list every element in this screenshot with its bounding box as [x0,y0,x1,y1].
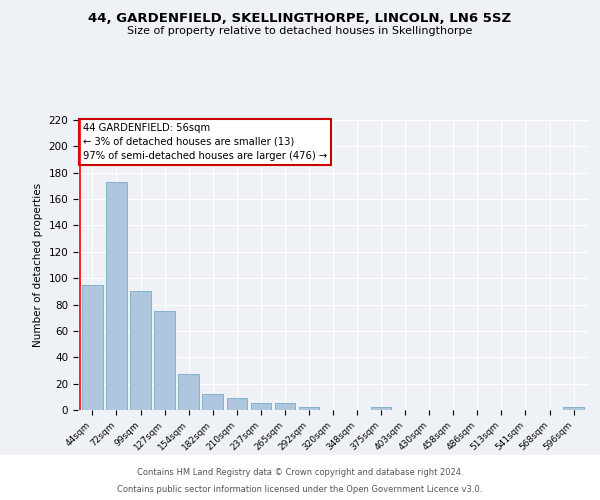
Bar [371,408,391,410]
X-axis label: Distribution of detached houses by size in Skellingthorpe: Distribution of detached houses by size … [174,458,492,468]
Text: 44, GARDENFIELD, SKELLINGTHORPE, LINCOLN, LN6 5SZ: 44, GARDENFIELD, SKELLINGTHORPE, LINCOLN… [88,12,512,26]
Bar [106,182,127,410]
Y-axis label: Number of detached properties: Number of detached properties [33,183,43,347]
Text: 44 GARDENFIELD: 56sqm
← 3% of detached houses are smaller (13)
97% of semi-detac: 44 GARDENFIELD: 56sqm ← 3% of detached h… [83,123,328,161]
Text: Contains HM Land Registry data © Crown copyright and database right 2024.: Contains HM Land Registry data © Crown c… [137,468,463,477]
Bar [299,408,319,410]
Bar [227,398,247,410]
Text: Size of property relative to detached houses in Skellingthorpe: Size of property relative to detached ho… [127,26,473,36]
Bar [563,408,584,410]
Bar [130,292,151,410]
Bar [178,374,199,410]
Bar [154,311,175,410]
Bar [275,404,295,410]
Bar [251,404,271,410]
Bar [82,285,103,410]
Bar [202,394,223,410]
Text: Contains public sector information licensed under the Open Government Licence v3: Contains public sector information licen… [118,484,482,494]
